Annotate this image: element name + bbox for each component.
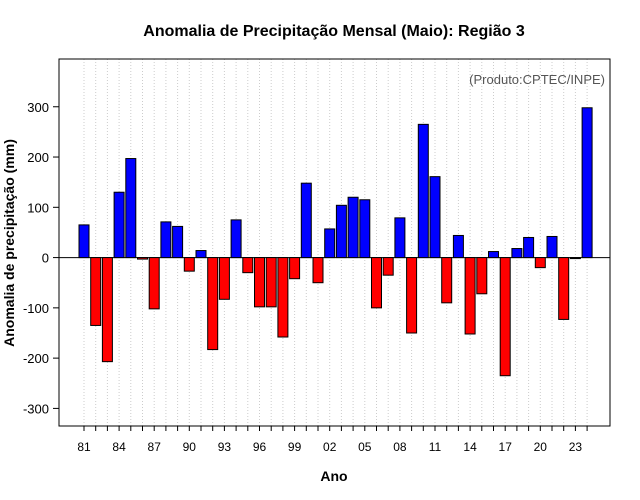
x-tick-label: 81 bbox=[77, 440, 91, 454]
y-tick-label: -100 bbox=[23, 301, 49, 316]
bar-94 bbox=[230, 219, 242, 259]
bar-14 bbox=[464, 257, 476, 335]
product-annotation: (Produto:CPTEC/INPE) bbox=[469, 72, 605, 87]
bar-81 bbox=[78, 224, 90, 259]
bar-93 bbox=[218, 257, 230, 300]
bar-03 bbox=[335, 204, 347, 259]
x-tick-label: 87 bbox=[148, 440, 162, 454]
y-axis-label: Anomalia de precipitação (mm) bbox=[1, 139, 17, 347]
bar-08 bbox=[394, 217, 406, 259]
x-axis-label: Ano bbox=[320, 468, 347, 484]
bar-16 bbox=[488, 251, 499, 259]
bar-97 bbox=[265, 257, 277, 308]
bar-02 bbox=[324, 228, 336, 259]
y-tick-label: 0 bbox=[42, 251, 49, 266]
x-tick-label: 84 bbox=[112, 440, 126, 454]
chart-title: Anomalia de Precipitação Mensal (Maio): … bbox=[143, 23, 525, 40]
plot-frame bbox=[58, 58, 611, 427]
x-tick-label: 17 bbox=[499, 440, 513, 454]
bar-22 bbox=[558, 257, 570, 320]
x-tick-label: 90 bbox=[183, 440, 197, 454]
bar-18 bbox=[511, 248, 523, 259]
x-axis: 81 84 87 90 93 96 99 02 05 08 11 14 17 20 23 bbox=[77, 426, 588, 454]
bar-84 bbox=[113, 191, 125, 259]
bar-06 bbox=[371, 257, 382, 309]
bar-89 bbox=[172, 225, 184, 259]
bar-04 bbox=[347, 196, 359, 259]
bars bbox=[78, 107, 593, 377]
x-tick-label: 93 bbox=[218, 440, 232, 454]
x-tick-label: 05 bbox=[358, 440, 372, 454]
bar-95 bbox=[242, 257, 254, 274]
bar-98 bbox=[277, 257, 289, 338]
bar-24 bbox=[581, 107, 593, 259]
bar-88 bbox=[160, 221, 172, 259]
bar-15 bbox=[476, 257, 488, 295]
y-tick-label: 100 bbox=[27, 200, 49, 215]
bar-21 bbox=[546, 235, 558, 259]
bar-09 bbox=[406, 257, 418, 334]
y-tick-label: -200 bbox=[23, 351, 49, 366]
bar-92 bbox=[207, 257, 219, 351]
bar-11 bbox=[429, 176, 441, 259]
bar-13 bbox=[452, 234, 464, 259]
bar-85 bbox=[125, 158, 137, 259]
vertical-grid bbox=[83, 59, 588, 426]
bar-17 bbox=[499, 257, 511, 377]
bar-82 bbox=[90, 257, 102, 326]
bar-90 bbox=[183, 257, 195, 272]
x-tick-label: 20 bbox=[534, 440, 548, 454]
x-tick-label: 11 bbox=[429, 440, 442, 454]
bar-05 bbox=[359, 199, 371, 259]
bar-96 bbox=[254, 257, 265, 308]
bar-83 bbox=[101, 257, 113, 363]
x-tick-label: 14 bbox=[463, 440, 477, 454]
bar-87 bbox=[148, 257, 160, 310]
y-tick-label: 200 bbox=[27, 150, 49, 165]
bar-23 bbox=[569, 257, 581, 260]
bar-86 bbox=[137, 257, 148, 260]
y-tick-label: -300 bbox=[23, 401, 49, 416]
y-axis: -300 -200 -100 0 100 200 300 bbox=[23, 100, 59, 416]
bar-00 bbox=[300, 182, 312, 259]
x-tick-label: 96 bbox=[253, 440, 267, 454]
x-tick-label: 23 bbox=[569, 440, 583, 454]
y-tick-label: 300 bbox=[27, 100, 49, 115]
bar-07 bbox=[382, 257, 394, 276]
x-tick-label: 99 bbox=[288, 440, 302, 454]
x-tick-label: 08 bbox=[393, 440, 407, 454]
bar-91 bbox=[195, 250, 207, 259]
bar-99 bbox=[289, 257, 301, 280]
bar-10 bbox=[417, 123, 429, 259]
bar-20 bbox=[534, 257, 546, 269]
bar-12 bbox=[441, 257, 453, 304]
bar-19 bbox=[523, 236, 535, 259]
x-tick-label: 02 bbox=[323, 440, 337, 454]
bar-01 bbox=[312, 257, 324, 284]
